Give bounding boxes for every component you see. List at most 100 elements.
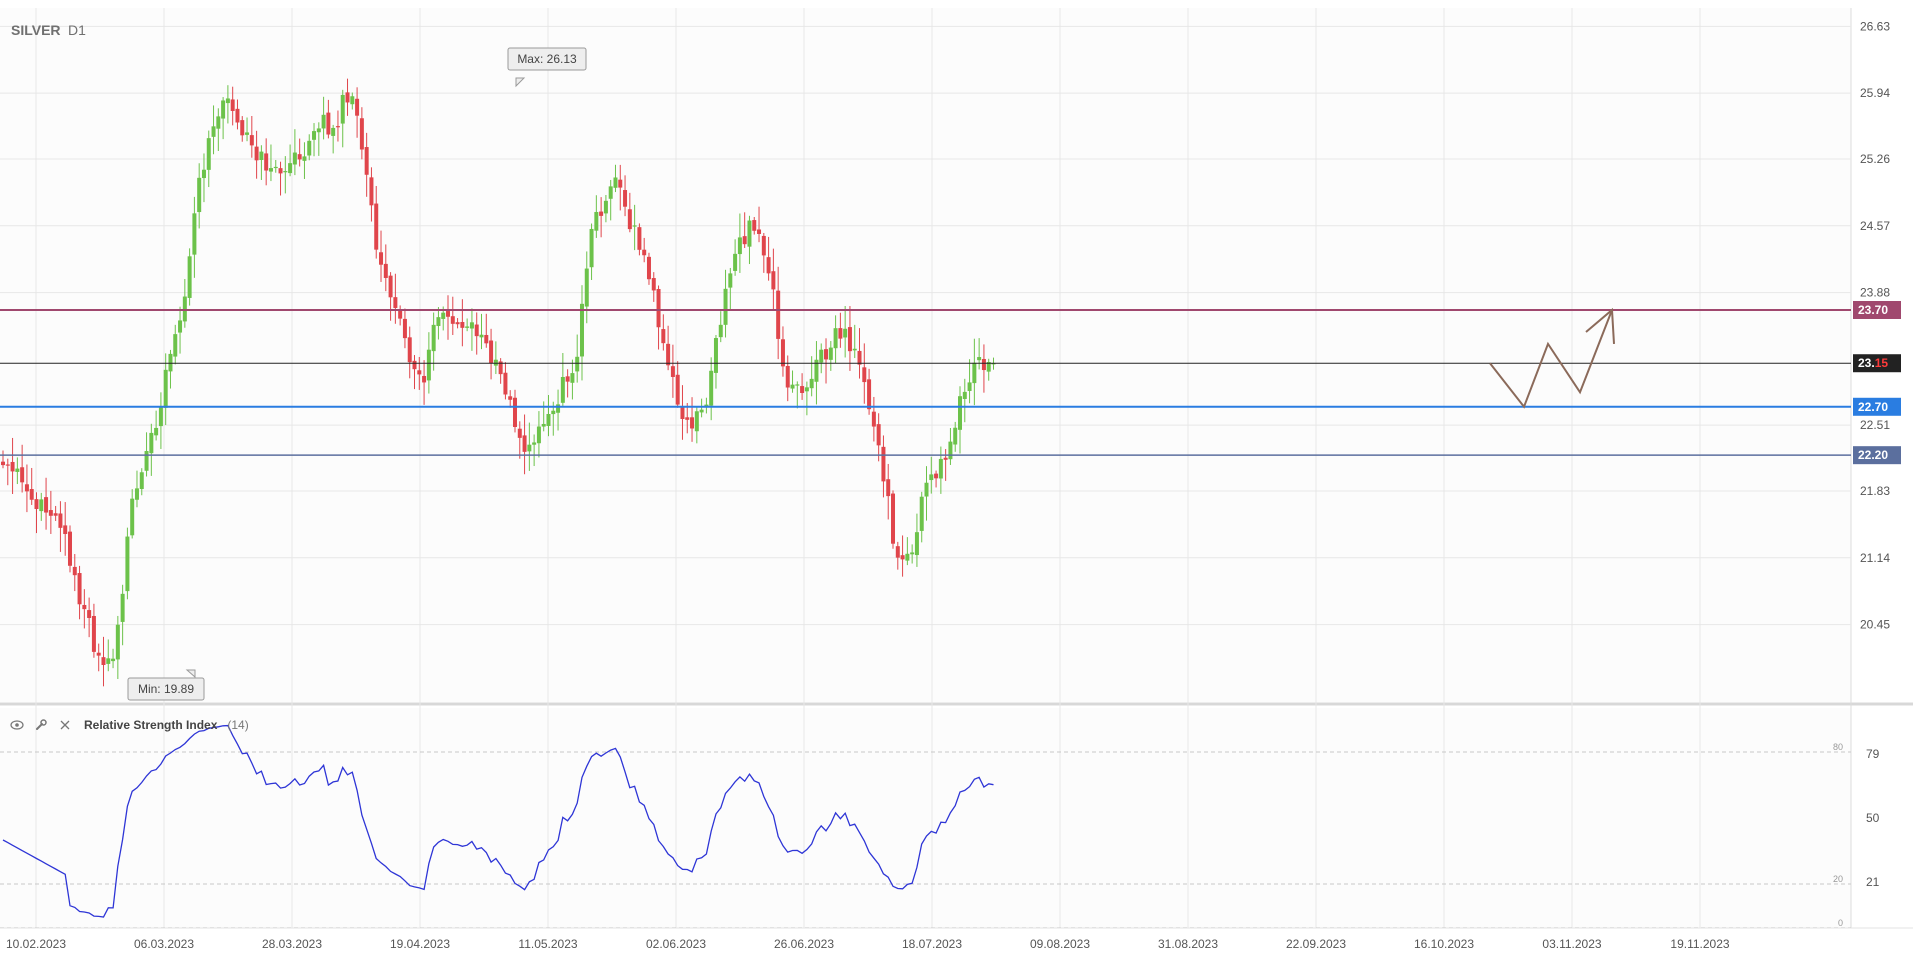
candle-body <box>838 328 843 339</box>
candle-body <box>800 386 805 393</box>
candle-body <box>852 348 857 351</box>
rsi-indicator <box>0 724 1851 928</box>
level-badge-label-tail: 15 <box>1875 356 1889 370</box>
candle-body <box>646 256 651 280</box>
candle-body <box>474 324 479 337</box>
candle-body <box>503 372 508 395</box>
wrench-icon[interactable] <box>32 716 50 734</box>
eye-icon[interactable] <box>8 716 26 734</box>
candle-body <box>436 317 441 327</box>
time-tick-label: 22.09.2023 <box>1286 937 1346 951</box>
close-icon[interactable] <box>56 716 74 734</box>
time-tick-label: 28.03.2023 <box>262 937 322 951</box>
candle-body <box>536 426 541 444</box>
candle-body <box>871 411 876 427</box>
price-tick-label: 20.45 <box>1860 618 1890 632</box>
candle-body <box>642 249 647 256</box>
candle-body <box>398 309 403 319</box>
candle-body <box>680 407 685 419</box>
candle-body <box>532 442 537 445</box>
candle-body <box>666 343 671 366</box>
candle-body <box>312 131 317 140</box>
candle-body <box>929 474 934 481</box>
candle-body <box>5 464 10 466</box>
candle-body <box>981 358 986 371</box>
candle-body <box>455 322 460 325</box>
candle-body <box>201 169 206 179</box>
rsi-tick-label: 21 <box>1866 875 1880 889</box>
price-tick-label: 25.26 <box>1860 152 1890 166</box>
candle-body <box>891 493 896 544</box>
candle-body <box>517 428 522 438</box>
candle-body <box>560 376 565 403</box>
time-tick-label: 19.04.2023 <box>390 937 450 951</box>
candle-body <box>82 604 87 610</box>
candle-body <box>340 94 345 124</box>
candle-body <box>661 329 666 344</box>
candle-body <box>393 297 398 308</box>
candle-body <box>1 461 5 466</box>
candle-body <box>886 479 891 497</box>
candle-body <box>326 112 331 135</box>
horizontal-levels[interactable]: 23.70 23.15 22.70 22.20 <box>0 300 1901 465</box>
candle-body <box>388 275 393 298</box>
candle-body <box>479 334 484 338</box>
price-tick-label: 21.83 <box>1860 484 1890 498</box>
candle-body <box>91 615 96 652</box>
candle-body <box>900 555 905 560</box>
candle-body <box>379 252 384 265</box>
candle-body <box>221 100 226 119</box>
candle-body <box>924 482 929 497</box>
rsi-tick-label: 50 <box>1866 811 1880 825</box>
candle-body <box>512 397 517 427</box>
candle-body <box>776 290 781 339</box>
candle-body <box>627 209 632 230</box>
time-tick-label: 06.03.2023 <box>134 937 194 951</box>
candle-body <box>249 135 254 146</box>
candle-body <box>752 220 757 231</box>
price-tick-label: 22.51 <box>1860 418 1890 432</box>
candle-body <box>862 367 867 383</box>
candle-body <box>259 151 264 161</box>
candle-body <box>757 229 762 234</box>
level-badge-label: 22.20 <box>1858 448 1888 462</box>
axis-labels: 26.63 25.94 25.26 24.57 23.88 22.51 21.83 21.14… <box>6 19 1890 951</box>
candle-body <box>570 373 575 383</box>
candle-body <box>785 366 790 388</box>
candle-body <box>359 118 364 150</box>
projection-arrowhead <box>1585 307 1615 345</box>
candle-body <box>331 127 336 136</box>
candle-body <box>355 98 360 116</box>
level-badge <box>1853 397 1901 416</box>
rsi-pane[interactable] <box>0 708 1851 928</box>
candle-body <box>288 163 293 174</box>
candle-body <box>96 652 101 656</box>
candle-body <box>579 303 584 357</box>
candle-body <box>264 153 269 171</box>
rsi-level-label: 80 <box>1833 742 1843 752</box>
candle-body <box>699 409 704 413</box>
candle-body <box>149 432 154 454</box>
candle-body <box>101 657 106 665</box>
max-label: Max: 26.13 <box>517 52 577 66</box>
candle-body <box>766 257 771 274</box>
candle-body <box>819 349 824 363</box>
candle-body <box>58 513 63 528</box>
candle-body <box>173 334 178 357</box>
projection-path <box>1489 307 1615 409</box>
candles <box>1 78 996 687</box>
candle-body <box>197 177 202 213</box>
candle-body <box>527 444 532 452</box>
candle-body <box>493 359 498 366</box>
main-pane[interactable] <box>0 8 1851 702</box>
candle-body <box>426 349 431 381</box>
candle-body <box>77 573 82 605</box>
candle-body <box>876 424 881 446</box>
price-tick-label: 23.88 <box>1860 286 1890 300</box>
candle-body <box>316 128 321 133</box>
candle-body <box>498 361 503 375</box>
candle-body <box>814 359 819 382</box>
candle-body <box>690 417 695 429</box>
candle-body <box>914 532 919 556</box>
